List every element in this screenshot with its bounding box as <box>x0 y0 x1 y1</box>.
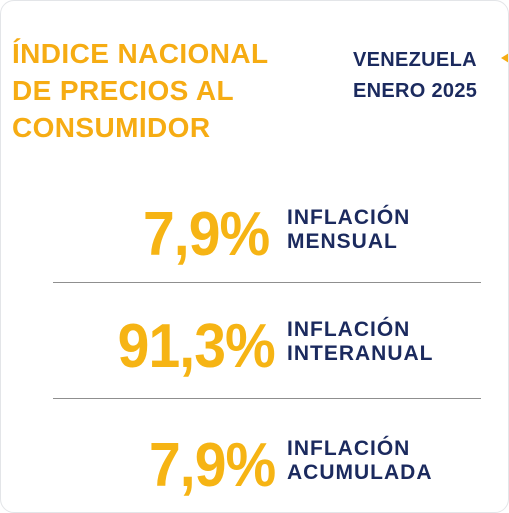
title-line: DE PRECIOS AL <box>12 75 234 106</box>
indicator-monthly: 7,9% INFLACIÓN MENSUAL <box>1 194 508 274</box>
indicator-label: INFLACIÓN MENSUAL <box>287 206 410 254</box>
divider <box>53 398 481 399</box>
indicator-label: INFLACIÓN INTERANUAL <box>287 318 434 366</box>
indicator-cumulative: 7,9% INFLACIÓN ACUMULADA <box>1 425 508 505</box>
indicator-value: 91,3% <box>117 311 276 381</box>
title-line: ÍNDICE NACIONAL <box>12 38 269 69</box>
period-label: ENERO 2025 <box>353 80 478 102</box>
indicator-label-line1: INFLACIÓN <box>287 206 411 229</box>
indicator-value: 7,9% <box>148 430 276 500</box>
country-period: VENEZUELA ENERO 2025 <box>353 45 477 107</box>
indicator-label-line2: ACUMULADA <box>287 461 433 484</box>
indicator-label: INFLACIÓN ACUMULADA <box>287 437 432 485</box>
indicator-value: 7,9% <box>142 199 270 269</box>
indicator-yearly: 91,3% INFLACIÓN INTERANUAL <box>1 306 508 386</box>
divider <box>53 282 481 283</box>
indicator-label-line2: INTERANUAL <box>287 342 434 365</box>
country-label: VENEZUELA <box>353 49 477 71</box>
indicator-label-line2: MENSUAL <box>287 230 398 253</box>
title-line: CONSUMIDOR <box>12 112 211 143</box>
indicator-label-line1: INFLACIÓN <box>287 318 411 341</box>
indicator-label-line1: INFLACIÓN <box>287 437 411 460</box>
arrow-left-icon <box>501 53 508 63</box>
page-title: ÍNDICE NACIONAL DE PRECIOS AL CONSUMIDOR <box>12 35 332 146</box>
